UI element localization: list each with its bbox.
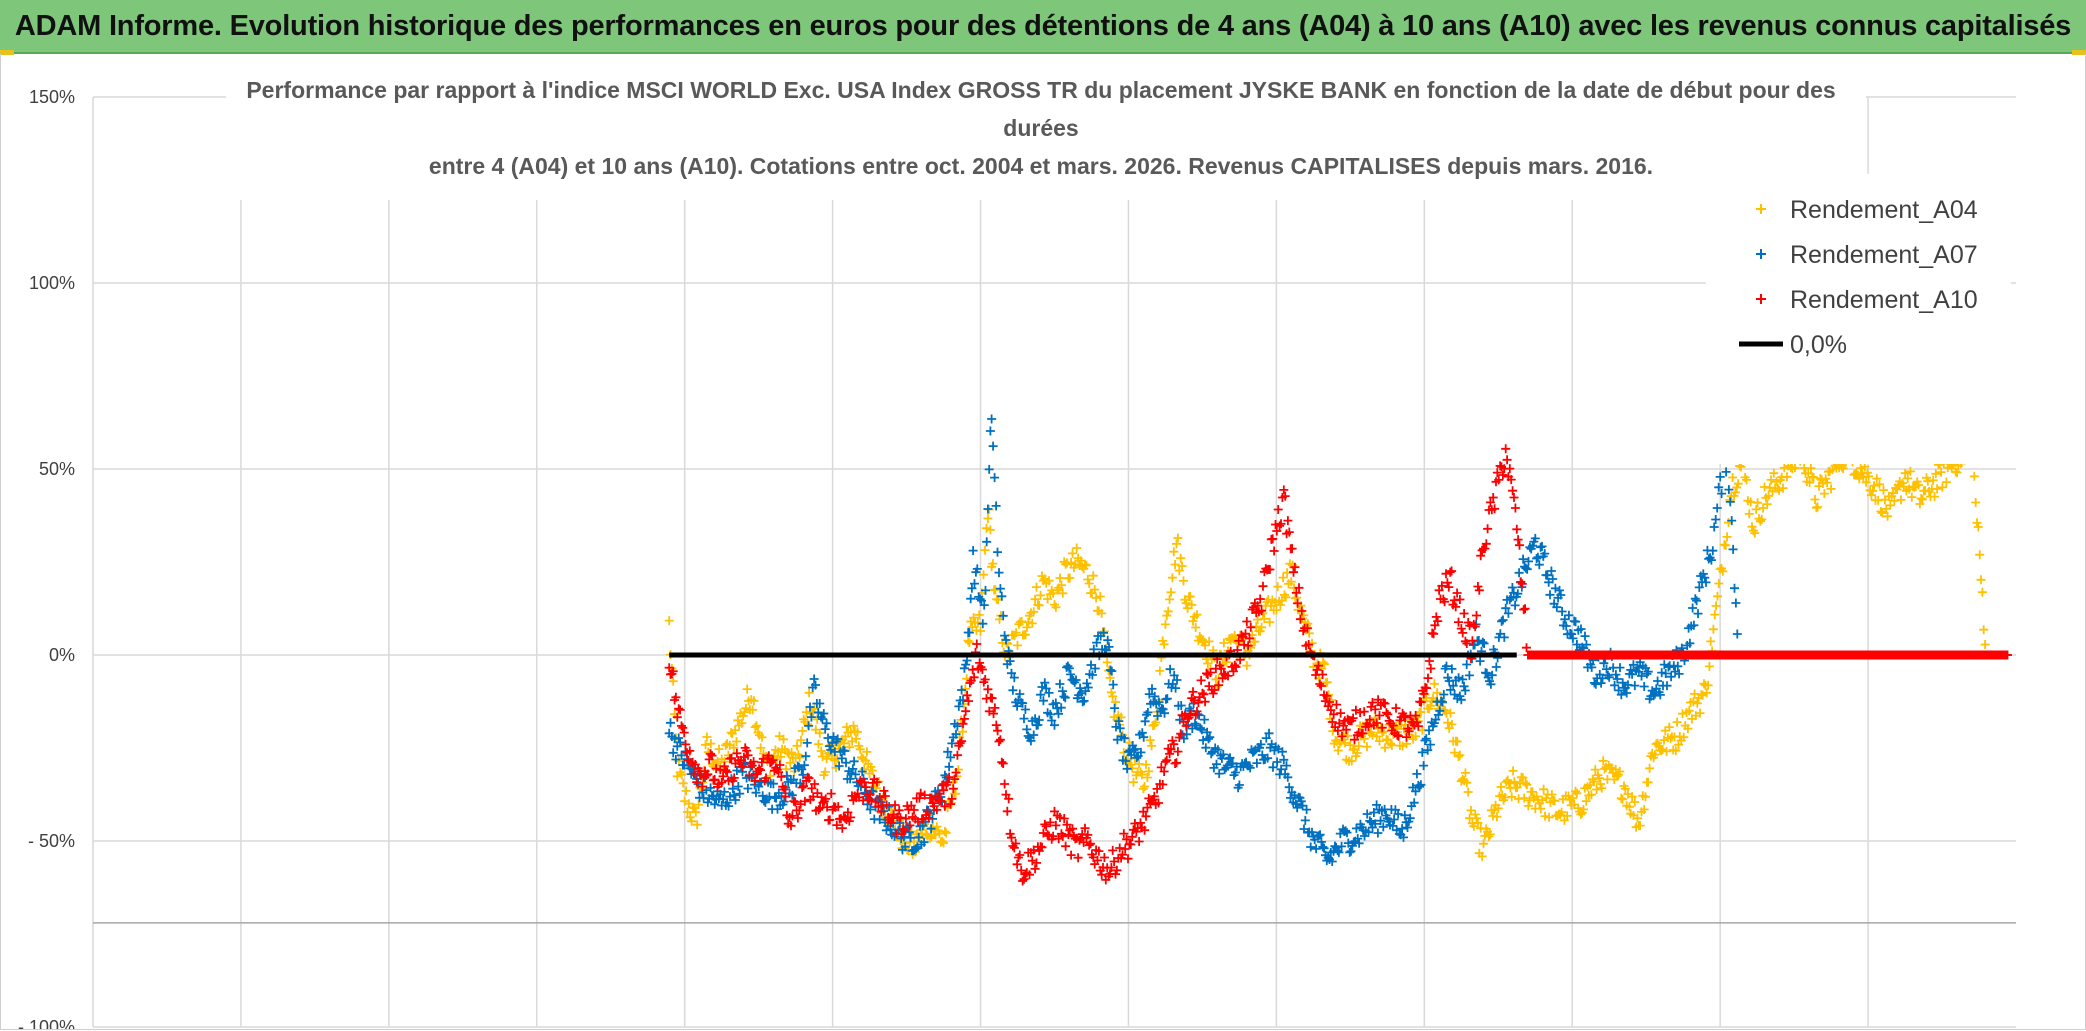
series-marks-a10 [664, 444, 2012, 886]
y-axis-ticks: 150% 100% 50% 0% - 50% - 100% [18, 87, 75, 1029]
chart-frame: 150%100%50%0%- 50%- 100% 01/01/199701/01… [0, 54, 2086, 1030]
legend-label-a04: Rendement_A04 [1790, 196, 1978, 224]
legend-marker-a07 [1756, 249, 1766, 259]
banner-title: ADAM Informe. Evolution historique des p… [14, 9, 2072, 42]
chart-title-line-3: entre 4 (A04) et 10 ans (A10). Cotations… [429, 153, 1653, 179]
chart-legend: Rendement_A04 Rendement_A07 Rendement_A10 0… [1739, 196, 1978, 359]
chart-title-line-2: durées [1003, 115, 1078, 141]
banner-corner-left [0, 50, 14, 55]
legend-marker-a04 [1756, 204, 1766, 214]
legend-label-zero: 0,0% [1790, 331, 1847, 359]
series-marks-a04 [664, 434, 2012, 861]
legend-background [1706, 174, 2011, 464]
y-tick-label-1: 100% [29, 273, 75, 293]
chart-points [664, 414, 2012, 886]
performance-chart: 150%100%50%0%- 50%- 100% 01/01/199701/01… [18, 60, 2016, 1029]
legend-label-a10: Rendement_A10 [1790, 286, 1978, 314]
y-tick-label-4: - 50% [28, 831, 75, 851]
banner-corner-right [2072, 50, 2086, 55]
series-a04 [664, 434, 2012, 861]
chart-title-line-1: Performance par rapport à l'indice MSCI … [246, 77, 1835, 103]
y-tick-label-5: - 100% [18, 1017, 75, 1029]
series-a10 [664, 444, 2012, 886]
legend-marker-a10 [1756, 294, 1766, 304]
y-tick-label-0: 150% [29, 87, 75, 107]
report-banner: ADAM Informe. Evolution historique des p… [0, 0, 2086, 54]
chart-title-background [226, 60, 1866, 200]
y-tick-label-2: 50% [39, 459, 75, 479]
legend-label-a07: Rendement_A07 [1790, 241, 1978, 269]
y-tick-label-3: 0% [49, 645, 75, 665]
